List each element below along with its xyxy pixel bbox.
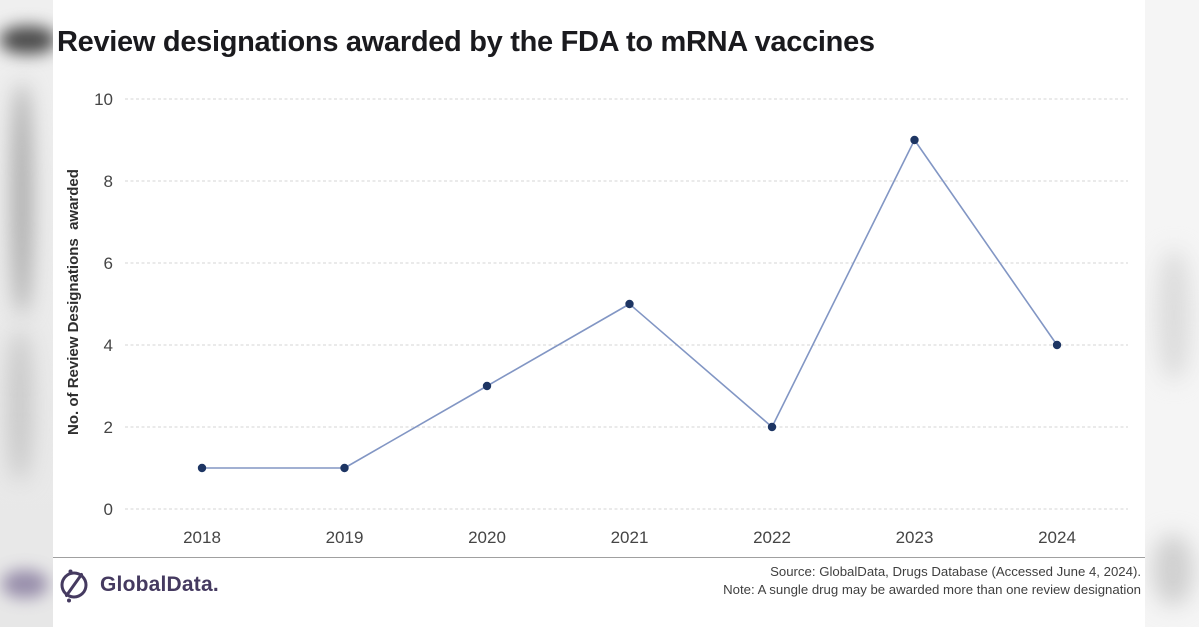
globaldata-compass-icon <box>60 569 88 603</box>
y-axis-label: No. of Review Designations awarded <box>65 169 82 435</box>
data-point <box>625 299 634 309</box>
x-tick-label: 2024 <box>1038 528 1076 547</box>
blur-blob <box>0 26 53 54</box>
globaldata-logo-text: GlobalData. <box>100 573 219 596</box>
data-point <box>340 463 349 473</box>
x-tick-label: 2020 <box>468 528 506 547</box>
y-tick-label: 10 <box>94 90 113 109</box>
chart-card: 0 2 4 6 8 10 2018 2019 2020 2021 2022 2023 2024 Revi… <box>53 0 1145 627</box>
y-tick-label: 2 <box>104 418 113 437</box>
blur-blob <box>8 330 32 480</box>
footer-notes: Source: GlobalData, Drugs Database (Acce… <box>723 563 1141 599</box>
x-tick-label: 2022 <box>753 528 791 547</box>
note-text: Note: A sungle drug may be awarded more … <box>723 582 1141 597</box>
globaldata-logo: GlobalData. <box>56 566 219 604</box>
blurred-right-edge <box>1145 0 1199 627</box>
chart-title: Review designations awarded by the FDA t… <box>57 26 875 58</box>
x-tick-label: 2021 <box>611 528 649 547</box>
blur-blob <box>12 84 32 314</box>
y-tick-label: 6 <box>104 254 113 273</box>
y-tick-label: 8 <box>104 172 113 191</box>
x-tick-label: 2019 <box>326 528 364 547</box>
blurred-left-edge <box>0 0 53 627</box>
y-tick-label: 0 <box>104 500 113 519</box>
blur-blob <box>1157 250 1191 380</box>
data-point <box>1052 340 1062 350</box>
data-point <box>482 381 492 391</box>
data-point <box>767 422 777 432</box>
y-tick-label: 4 <box>104 336 113 355</box>
data-point <box>910 135 919 145</box>
x-tick-label: 2018 <box>183 528 221 547</box>
data-point <box>197 463 207 473</box>
blur-blob <box>1153 535 1193 605</box>
x-tick-label: 2023 <box>896 528 934 547</box>
blur-blob <box>2 570 48 598</box>
footer-divider <box>53 557 1145 558</box>
line-chart-svg: 0 2 4 6 8 10 2018 2019 2020 2021 2022 2023 2024 <box>94 90 1128 547</box>
source-text: Source: GlobalData, Drugs Database (Acce… <box>770 564 1141 579</box>
